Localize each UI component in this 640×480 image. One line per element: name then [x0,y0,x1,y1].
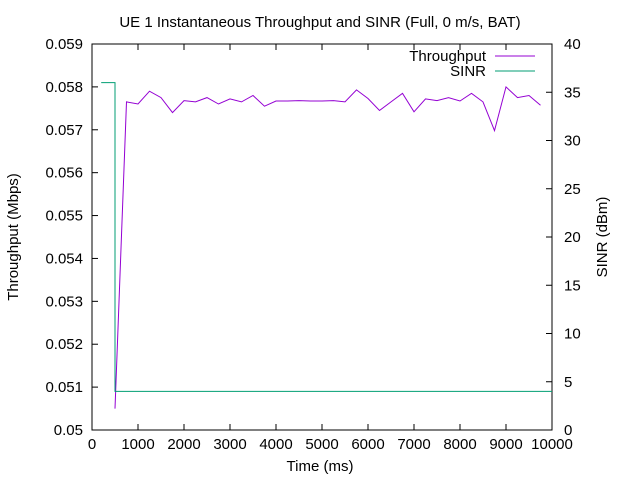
x-tick-label: 0 [88,436,96,453]
x-tick-label: 10000 [531,436,573,453]
x-tick-label: 9000 [489,436,522,453]
y-tick-label: 0.053 [45,293,83,310]
y-axis-title: Throughput (Mbps) [5,173,22,301]
y-tick-label: 0.054 [45,250,83,267]
y2-tick-label: 25 [564,181,581,198]
legend-label-throughput: Throughput [409,48,487,65]
x-tick-label: 4000 [259,436,292,453]
x-tick-label: 2000 [167,436,200,453]
series-group [101,82,552,409]
y2-tick-label: 10 [564,326,581,343]
y-tick-label: 0.052 [45,336,83,353]
y2-axis-title: SINR (dBm) [594,197,611,278]
y2-tick-label: 35 [564,84,581,101]
x-tick-label: 1000 [121,436,154,453]
series-line-sinr [101,82,552,392]
series-line-throughput [114,85,541,409]
y-tick-label: 0.055 [45,208,83,225]
y-tick-label: 0.051 [45,379,83,396]
y2-tick-label: 15 [564,277,581,294]
y2-tick-label: 20 [564,229,581,246]
y-tick-label: 0.05 [54,422,83,439]
x-axis-title: Time (ms) [287,458,354,475]
y2-ticks-group: 0 5 10 15 20 25 30 35 40 [546,36,581,439]
x-tick-label: 5000 [305,436,338,453]
legend-label-sinr: SINR [450,63,486,80]
y2-tick-label: 5 [564,374,572,391]
y2-tick-label: 0 [564,422,572,439]
x-tick-label: 3000 [213,436,246,453]
y2-tick-label: 30 [564,133,581,150]
y-tick-label: 0.057 [45,122,83,139]
y-ticks-group: 0.05 0.051 0.052 0.053 0.054 0.055 0.056 0.057 0… [45,36,98,439]
y-tick-label: 0.058 [45,79,83,96]
x-ticks-group: 0 1000 2000 3000 4000 5000 6000 7000 8000 9000 100… [88,44,573,453]
x-tick-label: 8000 [443,436,476,453]
x-tick-label: 7000 [397,436,430,453]
y-tick-label: 0.056 [45,165,83,182]
x-tick-label: 6000 [351,436,384,453]
y-tick-label: 0.059 [45,36,83,53]
y2-tick-label: 40 [564,36,581,53]
chart-title: UE 1 Instantaneous Throughput and SINR (… [119,14,520,31]
